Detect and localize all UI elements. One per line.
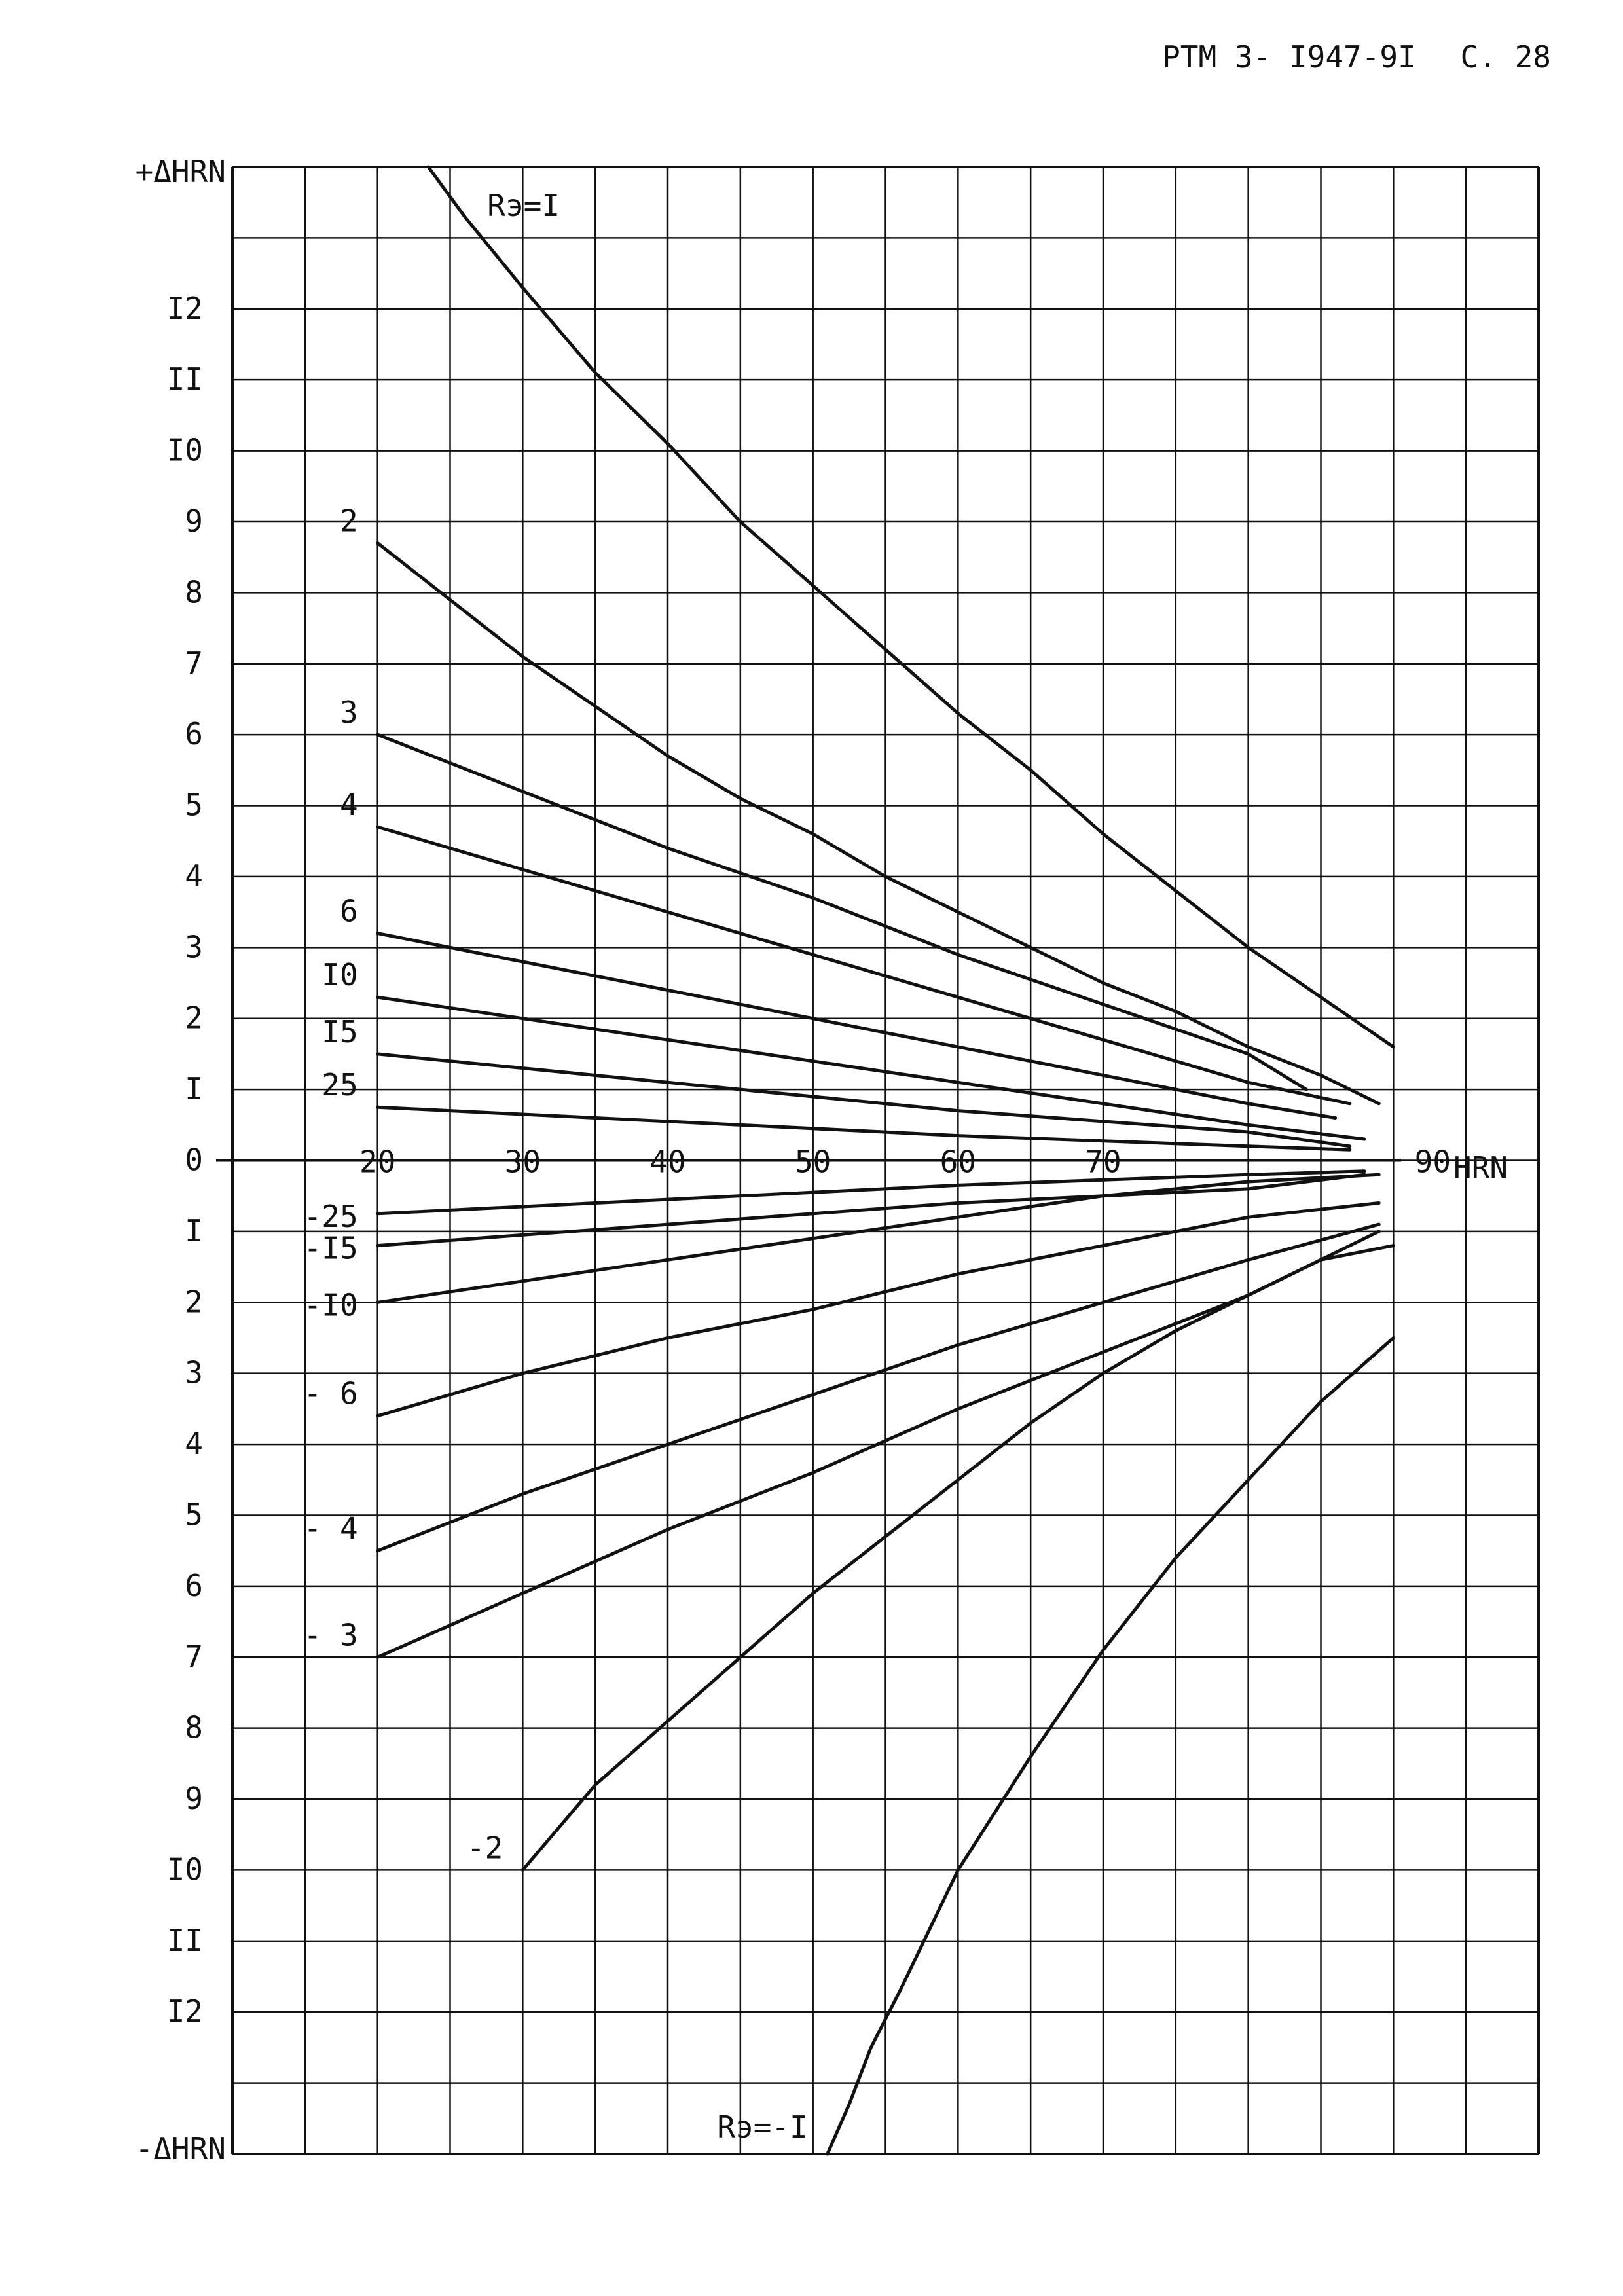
curve-label: I0 — [321, 957, 357, 993]
page-header: PTM 3- I947-9I C. 28 — [1136, 39, 1551, 75]
curve-13 — [376, 1230, 1381, 1659]
y-tick-label: I2 — [167, 1994, 203, 2029]
curve-1 — [376, 541, 1381, 1106]
y-tick-label: I — [185, 1071, 203, 1106]
y-tick-label: 3 — [185, 1355, 203, 1391]
curve-label: Rэ=-I — [717, 2109, 807, 2145]
y-tick-label: 6 — [185, 1568, 203, 1603]
curve-8 — [376, 1169, 1366, 1216]
curve-14 — [520, 1244, 1395, 1872]
curve-2 — [376, 733, 1308, 1091]
y-tick-label: 2 — [185, 1000, 203, 1036]
curve-15 — [826, 1336, 1395, 2156]
curve-10 — [376, 1173, 1381, 1304]
curve-label: 3 — [340, 695, 358, 730]
curve-label: Rэ=I — [487, 188, 560, 223]
y-tick-label: II — [167, 1923, 203, 1958]
y-tick-label: I2 — [167, 291, 203, 326]
x-tick-label: 30 — [505, 1144, 541, 1180]
y-tick-label: I0 — [167, 1851, 203, 1887]
y-tick-label: 6 — [185, 716, 203, 752]
curve-7 — [376, 1105, 1352, 1152]
curve-label: 4 — [340, 787, 358, 822]
y-tick-label: 4 — [185, 858, 203, 894]
x-tick-label: 90 — [1415, 1144, 1451, 1180]
y-tick-label: 9 — [185, 503, 203, 539]
x-axis-unit-label: HRN — [1453, 1150, 1508, 1186]
curve-label: -I0 — [304, 1287, 358, 1322]
curve-label: I5 — [321, 1014, 357, 1049]
curve-label: - 6 — [304, 1376, 358, 1412]
y-tick-label: II — [167, 361, 203, 397]
y-axis-label-bottom: -ΔHRN — [136, 2131, 226, 2166]
curve-11 — [376, 1201, 1381, 1418]
y-tick-label: 3 — [185, 929, 203, 964]
curve-label: 25 — [321, 1067, 357, 1102]
curve-label: -2 — [467, 1830, 503, 1865]
curve-5 — [376, 995, 1366, 1141]
chart-curves — [376, 165, 1395, 2156]
curve-12 — [376, 1222, 1381, 1553]
curve-label: -25 — [304, 1199, 358, 1234]
y-tick-label: 2 — [185, 1284, 203, 1319]
curve-labels: Rэ=I 2 3 4 6 I0 I5 25 -25-I5 -I0 - 6 - 4 - 3 -2 Rэ=-I — [304, 188, 808, 2145]
y-tick-label: 8 — [185, 1710, 203, 1745]
y-tick-label: 9 — [185, 1781, 203, 1816]
x-tick-label: 20 — [359, 1144, 395, 1180]
curve-label: 2 — [340, 503, 358, 538]
document-code: PTM 3- I947-9I — [1162, 39, 1416, 75]
x-tick-label: 60 — [940, 1144, 976, 1180]
curve-label: - 4 — [304, 1511, 358, 1546]
y-tick-label: 5 — [185, 788, 203, 823]
curve-9 — [376, 1173, 1366, 1248]
y-tick-label: 4 — [185, 1426, 203, 1461]
curve-label: 6 — [340, 894, 358, 929]
y-tick-label: 8 — [185, 574, 203, 610]
page-number: C. 28 — [1460, 39, 1551, 75]
x-tick-label: 50 — [795, 1144, 831, 1180]
y-axis-label-top: +ΔHRN — [136, 154, 226, 189]
y-tick-label: 5 — [185, 1497, 203, 1532]
curve-4 — [376, 932, 1338, 1120]
y-tick-label: 0 — [185, 1142, 203, 1178]
curve-3 — [376, 825, 1352, 1106]
curve-label: -I5 — [304, 1231, 358, 1266]
x-tick-label: 70 — [1085, 1144, 1121, 1180]
y-tick-label: 7 — [185, 646, 203, 681]
curve-0 — [426, 165, 1395, 1049]
x-tick-label: 40 — [649, 1144, 685, 1180]
curve-6 — [376, 1052, 1352, 1148]
y-tick-label: I0 — [167, 433, 203, 468]
y-tick-label: 7 — [185, 1639, 203, 1674]
y-tick-label: I — [185, 1213, 203, 1248]
curve-label: - 3 — [304, 1617, 358, 1652]
